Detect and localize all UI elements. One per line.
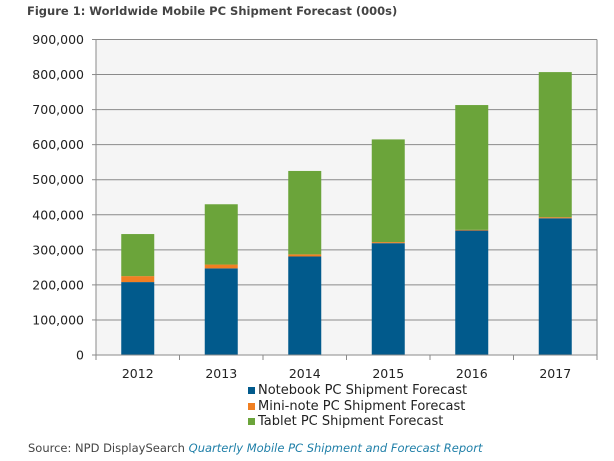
legend-item-notebook: Notebook PC Shipment Forecast bbox=[248, 383, 467, 399]
bar-mini-note-2012 bbox=[121, 276, 155, 283]
axes bbox=[92, 39, 598, 360]
bar-mini-note-2014 bbox=[288, 254, 322, 257]
y-tick-label: 500,000 bbox=[32, 172, 84, 187]
bar-mini-note-2013 bbox=[204, 264, 238, 269]
chart-title: Figure 1: Worldwide Mobile PC Shipment F… bbox=[27, 4, 398, 18]
y-tick-label: 700,000 bbox=[32, 102, 84, 117]
x-tick-label: 2015 bbox=[372, 366, 404, 381]
y-tick-label: 100,000 bbox=[32, 312, 84, 327]
x-tick-label: 2012 bbox=[122, 366, 154, 381]
y-tick-labels: 0 100,000 200,000 300,000 400,000 500,000 600,… bbox=[32, 32, 84, 363]
legend-swatch-mini-note bbox=[248, 402, 255, 410]
bar-notebook-2017 bbox=[538, 218, 572, 355]
bar-notebook-2015 bbox=[371, 243, 405, 355]
y-tick-label: 600,000 bbox=[32, 137, 84, 152]
bar-mini-note-2017 bbox=[538, 217, 572, 219]
y-tick-label: 0 bbox=[76, 348, 84, 363]
bar-notebook-2013 bbox=[204, 268, 238, 355]
legend: Notebook PC Shipment Forecast Mini-note … bbox=[248, 383, 467, 430]
x-tick-label: 2013 bbox=[205, 366, 237, 381]
bar-tablet-2017 bbox=[538, 72, 572, 218]
plot-background bbox=[96, 39, 597, 355]
bar-notebook-2014 bbox=[288, 256, 322, 355]
legend-label-mini-note: Mini-note PC Shipment Forecast bbox=[258, 398, 466, 414]
y-tick-label: 300,000 bbox=[32, 242, 84, 257]
x-tick-label: 2017 bbox=[539, 366, 571, 381]
bar-mini-note-2015 bbox=[371, 242, 405, 244]
bar-tablet-2016 bbox=[455, 105, 489, 230]
bar-tablet-2012 bbox=[121, 234, 155, 277]
bar-tablet-2015 bbox=[371, 139, 405, 243]
source-prefix: Source: NPD DisplaySearch bbox=[28, 441, 185, 455]
x-tick-labels: 2012 2013 2014 2015 2016 2017 bbox=[122, 366, 571, 381]
bar-tablet-2013 bbox=[204, 204, 238, 265]
legend-swatch-tablet bbox=[248, 418, 255, 426]
y-tick-label: 800,000 bbox=[32, 67, 84, 82]
source-report-title: Quarterly Mobile PC Shipment and Forecas… bbox=[188, 441, 483, 455]
bar-notebook-2012 bbox=[121, 282, 155, 355]
legend-swatch-notebook bbox=[248, 387, 255, 395]
legend-item-tablet: Tablet PC Shipment Forecast bbox=[248, 414, 467, 430]
legend-label-tablet: Tablet PC Shipment Forecast bbox=[258, 414, 444, 429]
bar-mini-note-2016 bbox=[455, 229, 489, 231]
bar-notebook-2016 bbox=[455, 230, 489, 355]
y-tick-label: 900,000 bbox=[32, 32, 84, 47]
legend-item-mini-note: Mini-note PC Shipment Forecast bbox=[248, 399, 467, 415]
bars bbox=[121, 72, 572, 355]
x-tick-label: 2016 bbox=[456, 366, 488, 381]
y-tick-label: 200,000 bbox=[32, 277, 84, 292]
x-tick-label: 2014 bbox=[289, 366, 321, 381]
gridlines bbox=[96, 39, 597, 321]
bar-tablet-2014 bbox=[288, 170, 322, 255]
legend-label-notebook: Notebook PC Shipment Forecast bbox=[258, 383, 468, 398]
y-tick-label: 400,000 bbox=[32, 207, 84, 222]
source-note: Source: NPD DisplaySearch Quarterly Mobi… bbox=[28, 441, 482, 455]
